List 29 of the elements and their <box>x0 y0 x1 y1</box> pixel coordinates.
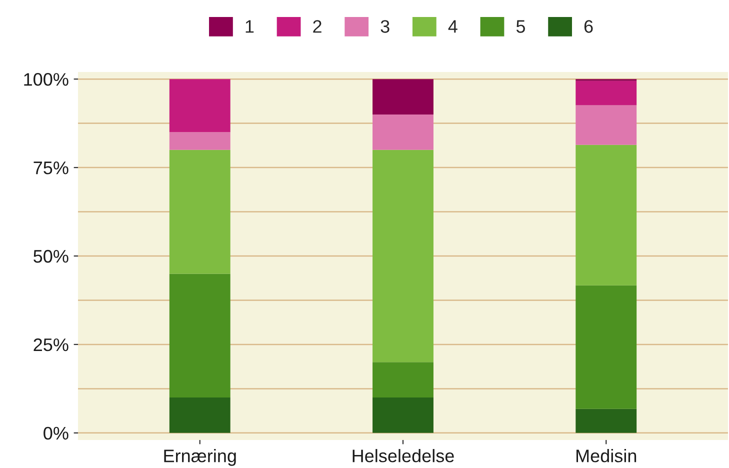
y-tick-label: 50% <box>34 250 68 263</box>
y-tick-label: 25% <box>34 338 68 352</box>
bar <box>169 274 230 398</box>
y-tick-label: 75% <box>34 162 68 174</box>
bar <box>372 79 434 114</box>
bar <box>576 144 637 286</box>
x-tick-label: Medisin <box>576 449 636 462</box>
legend-label: 2 <box>313 20 322 33</box>
bar <box>169 79 230 132</box>
legend-label: 6 <box>584 20 593 33</box>
bar <box>372 362 434 398</box>
legend-label: 5 <box>516 20 525 33</box>
legend-label: 1 <box>246 20 254 33</box>
bar <box>169 132 230 150</box>
x-tick-label: Helseledelse <box>352 449 454 462</box>
bar <box>372 114 434 150</box>
bar <box>576 408 637 433</box>
bar <box>576 105 637 145</box>
bar <box>576 285 637 409</box>
bar <box>576 80 637 106</box>
bar <box>169 398 230 433</box>
bar <box>372 150 434 362</box>
legend-label: 3 <box>380 20 390 33</box>
y-tick-label: 100% <box>24 73 68 86</box>
bar <box>169 150 230 274</box>
legend-label: 4 <box>448 20 458 33</box>
y-tick-label: 0% <box>44 426 68 440</box>
x-tick-label: Ernæring <box>164 449 236 466</box>
bar <box>372 398 434 433</box>
